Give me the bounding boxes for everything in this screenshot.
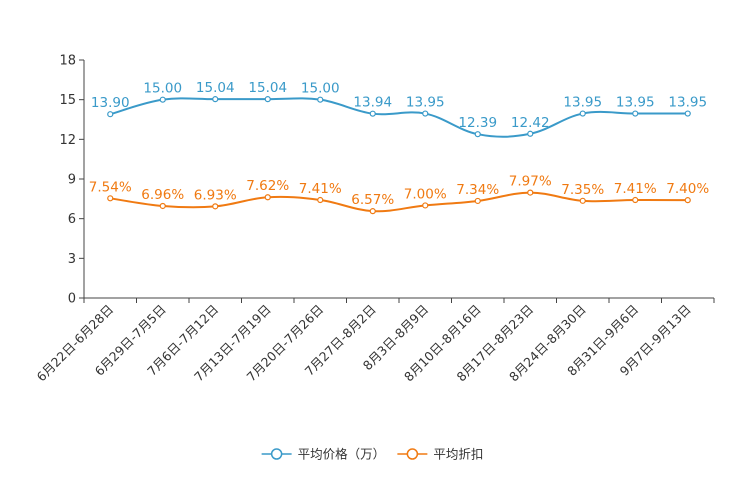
- y-tick-label: 15: [59, 93, 76, 108]
- legend[interactable]: 平均价格（万） 平均折扣: [261, 447, 484, 462]
- data-point: [264, 194, 271, 201]
- data-label: 7.97%: [509, 174, 552, 190]
- data-point: [159, 202, 166, 210]
- y-tick-label: 6: [68, 212, 76, 227]
- data-label: 12.39: [458, 115, 497, 131]
- legend-marker-icon: [270, 448, 283, 460]
- data-point: [212, 203, 219, 210]
- series-2: 7.54% 6.96% 6.93% 7.62% 7.41% 6.57% 7.00% 7.34%…: [89, 174, 709, 215]
- data-label: 7.00%: [404, 186, 447, 202]
- y-tick-label: 18: [59, 54, 76, 69]
- data-label: 6.96%: [141, 187, 184, 203]
- y-tick-label: 3: [68, 252, 76, 267]
- data-label: 7.62%: [246, 178, 289, 194]
- data-label: 7.41%: [299, 181, 342, 197]
- data-point: [422, 110, 429, 117]
- data-label: 15.00: [143, 81, 182, 97]
- data-label: 6.93%: [194, 187, 237, 203]
- data-point: [317, 196, 324, 204]
- data-label: 13.95: [616, 95, 655, 111]
- data-point: [684, 110, 691, 117]
- data-label: 13.90: [91, 95, 130, 111]
- data-point: [369, 110, 376, 117]
- data-label: 12.42: [511, 115, 550, 131]
- data-label: 7.54%: [89, 179, 132, 195]
- data-point: [107, 195, 114, 202]
- series-line: [110, 191, 688, 213]
- data-point: [474, 131, 481, 138]
- data-label: 7.35%: [561, 182, 604, 198]
- data-point: [317, 96, 324, 103]
- data-point: [684, 197, 691, 204]
- data-point: [632, 196, 639, 204]
- data-point: [579, 197, 586, 204]
- y-tick-label: 9: [68, 173, 76, 188]
- y-tick-label: 12: [59, 133, 76, 148]
- data-point: [579, 110, 586, 117]
- data-label: 15.04: [248, 80, 287, 96]
- data-point: [159, 96, 166, 103]
- data-point: [107, 111, 114, 118]
- series-line: [109, 97, 688, 138]
- series-1: 13.90 15.00 15.04 15.04 15.00 13.94 13.95 12.39…: [91, 80, 707, 138]
- data-label: 13.95: [406, 95, 445, 111]
- data-point: [527, 189, 534, 196]
- data-label: 13.94: [353, 95, 392, 111]
- legend-label: 平均折扣: [433, 447, 483, 462]
- data-point: [422, 202, 429, 209]
- data-label: 6.57%: [351, 192, 394, 208]
- legend-item-2[interactable]: 平均折扣: [397, 447, 483, 462]
- data-point: [369, 208, 376, 215]
- data-label: 7.40%: [666, 181, 709, 197]
- data-label: 7.41%: [614, 181, 657, 197]
- data-point: [474, 197, 481, 205]
- y-tick-label: 0: [68, 292, 76, 307]
- data-label: 7.34%: [456, 182, 499, 198]
- data-label: 13.95: [668, 95, 707, 111]
- legend-label: 平均价格（万）: [298, 447, 386, 462]
- data-label: 13.95: [563, 95, 602, 111]
- legend-item-1[interactable]: 平均价格（万）: [261, 447, 386, 462]
- data-point: [264, 96, 271, 103]
- data-label: 15.04: [196, 80, 235, 96]
- series-layer: 13.90 15.00 15.04 15.04 15.00 13.94 13.95 12.39…: [89, 80, 709, 215]
- data-point: [632, 110, 639, 117]
- data-label: 15.00: [301, 81, 340, 97]
- data-point: [527, 130, 534, 137]
- data-point: [212, 96, 219, 103]
- legend-marker-icon: [406, 448, 419, 460]
